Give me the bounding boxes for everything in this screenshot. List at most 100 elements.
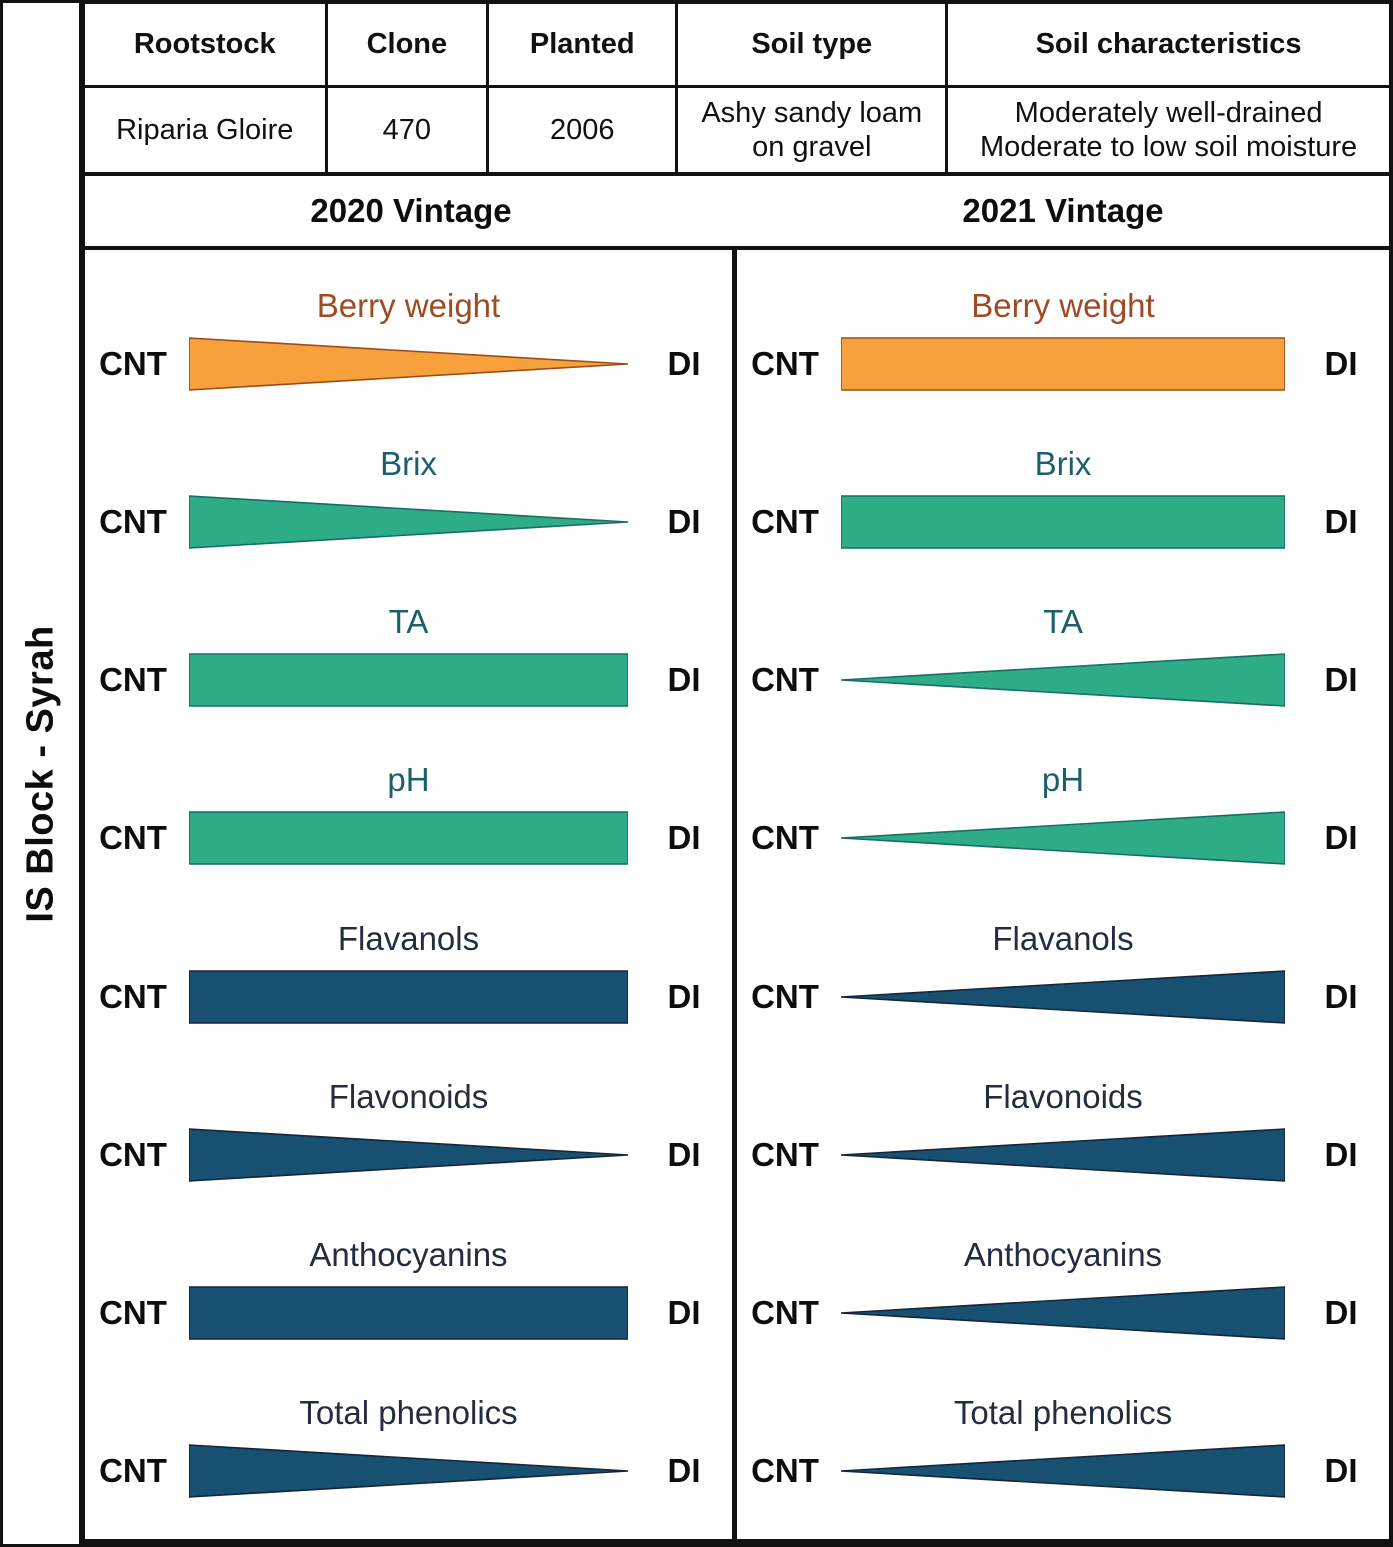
info-table-header-row: Rootstock Clone Planted Soil type Soil c…: [85, 4, 1389, 88]
wedge-shape-svg: [841, 495, 1285, 549]
metric-title: TA: [388, 603, 429, 641]
metric-row: CNT DI: [95, 1444, 722, 1498]
metric-shape: [841, 970, 1285, 1024]
metric-group: Flavonoids CNT DI: [95, 1051, 722, 1209]
metric-row: CNT DI: [747, 337, 1379, 391]
metric-row: CNT DI: [747, 653, 1379, 707]
endpoint-label-di: DI: [1324, 503, 1358, 541]
metric-shape: [841, 1444, 1285, 1498]
wedge-shape-svg: [189, 653, 628, 707]
wedge-shape-svg: [189, 1444, 628, 1498]
metric-group: pH CNT DI: [747, 734, 1379, 892]
endpoint-label-cnt: CNT: [99, 503, 167, 541]
metric-row: CNT DI: [95, 337, 722, 391]
metric-row: CNT DI: [95, 970, 722, 1024]
metric-title: Berry weight: [971, 287, 1155, 325]
panel-2021-vintage: Berry weight CNT DI Brix CNT DI TA CN: [737, 250, 1389, 1539]
endpoint-label-di: DI: [667, 345, 701, 383]
value-soil-characteristics: Moderately well-drained Moderate to low …: [980, 96, 1358, 163]
value-soil-type: Ashy sandy loam on gravel: [678, 88, 949, 172]
endpoint-label-di: DI: [1324, 345, 1358, 383]
metric-row: CNT DI: [95, 653, 722, 707]
vintage-header-band: 2020 Vintage 2021 Vintage: [85, 176, 1389, 250]
endpoint-label-di: DI: [667, 1135, 701, 1173]
wedge-shape-svg: [841, 653, 1285, 707]
metric-group: Total phenolics CNT DI: [747, 1367, 1379, 1525]
endpoint-label-cnt: CNT: [99, 1293, 167, 1331]
metric-group: Anthocyanins CNT DI: [95, 1209, 722, 1367]
metric-shape: [841, 337, 1285, 391]
endpoint-label-cnt: CNT: [751, 503, 819, 541]
metric-shape: [841, 1286, 1285, 1340]
metric-title: Berry weight: [316, 287, 501, 325]
endpoint-label-di: DI: [667, 977, 701, 1015]
metric-group: TA CNT DI: [95, 576, 722, 734]
endpoint-label-cnt: CNT: [751, 1293, 819, 1331]
endpoint-label-cnt: CNT: [751, 1135, 819, 1173]
value-clone: 470: [328, 88, 490, 172]
metric-title: Flavonoids: [983, 1077, 1143, 1115]
header-planted: Planted: [489, 4, 679, 85]
metric-shape: [841, 1128, 1285, 1182]
metric-shape: [189, 970, 628, 1024]
metric-title: Flavonoids: [328, 1077, 489, 1115]
endpoint-label-di: DI: [667, 819, 701, 857]
header-soil-characteristics: Soil characteristics: [1035, 28, 1302, 61]
endpoint-label-di: DI: [667, 1293, 701, 1331]
wedge-shape-svg: [841, 1128, 1285, 1182]
metric-shape: [841, 811, 1285, 865]
metric-title: Brix: [1034, 445, 1092, 483]
metric-shape: [189, 1444, 628, 1498]
endpoint-label-di: DI: [1324, 1135, 1358, 1173]
endpoint-label-cnt: CNT: [751, 819, 819, 857]
metric-shape: [189, 495, 628, 549]
wedge-shape-svg: [841, 1286, 1285, 1340]
metric-row: CNT DI: [95, 1286, 722, 1340]
block-label: IS Block - Syrah: [19, 624, 62, 923]
metric-row: CNT DI: [747, 811, 1379, 865]
metric-group: TA CNT DI: [747, 576, 1379, 734]
value-planted: 2006: [489, 88, 679, 172]
metric-shape: [189, 1286, 628, 1340]
metric-row: CNT DI: [95, 495, 722, 549]
metric-title: Brix: [380, 445, 437, 483]
panel-2020-vintage: Berry weight CNT DI Brix CNT DI TA CN: [85, 250, 737, 1539]
endpoint-label-cnt: CNT: [99, 977, 167, 1015]
metric-group: Flavonoids CNT DI: [747, 1051, 1379, 1209]
metric-title: TA: [1043, 603, 1083, 641]
wedge-shape-svg: [841, 970, 1285, 1024]
header-soil-type: Soil type: [678, 4, 949, 85]
metric-title: Anthocyanins: [309, 1235, 508, 1273]
metric-shape: [189, 811, 628, 865]
metric-title: Total phenolics: [299, 1393, 518, 1431]
metric-group: Total phenolics CNT DI: [95, 1367, 722, 1525]
metric-group: Berry weight CNT DI: [747, 260, 1379, 418]
metric-group: pH CNT DI: [95, 734, 722, 892]
metric-group: Brix CNT DI: [747, 418, 1379, 576]
metric-shape: [841, 495, 1285, 549]
metric-group: Anthocyanins CNT DI: [747, 1209, 1379, 1367]
metric-title: Flavanols: [992, 919, 1134, 957]
vintage-title-2021: 2021 Vintage: [962, 192, 1164, 229]
vintage-title-2020: 2020 Vintage: [310, 192, 512, 229]
metric-shape: [189, 1128, 628, 1182]
metric-title: Total phenolics: [953, 1393, 1173, 1431]
block-label-strip: IS Block - Syrah: [0, 0, 82, 1547]
wedge-shape-svg: [841, 1444, 1285, 1498]
header-clone: Clone: [328, 4, 490, 85]
value-rootstock: Riparia Gloire: [85, 88, 328, 172]
metric-group: Berry weight CNT DI: [95, 260, 722, 418]
metric-shape: [189, 337, 628, 391]
endpoint-label-cnt: CNT: [751, 345, 819, 383]
info-table-data-row: Riparia Gloire 470 2006 Ashy sandy loam …: [85, 88, 1389, 176]
metric-shape: [189, 653, 628, 707]
metric-group: Brix CNT DI: [95, 418, 722, 576]
endpoint-label-di: DI: [1324, 977, 1358, 1015]
metric-title: pH: [1041, 761, 1085, 799]
wedge-shape-svg: [841, 811, 1285, 865]
endpoint-label-cnt: CNT: [99, 345, 167, 383]
endpoint-label-cnt: CNT: [99, 1451, 167, 1489]
wedge-shape-svg: [189, 495, 628, 549]
endpoint-label-di: DI: [667, 503, 701, 541]
metric-title: Anthocyanins: [963, 1235, 1163, 1273]
